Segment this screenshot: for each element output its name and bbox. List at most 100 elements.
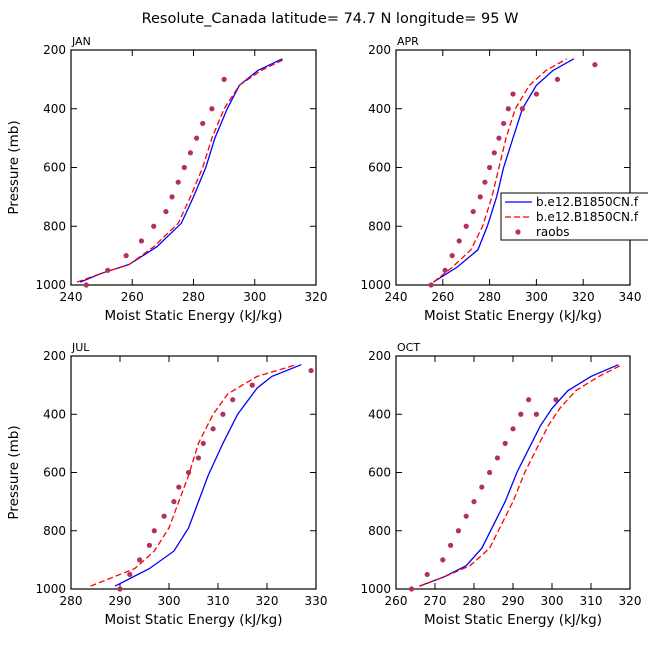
panel-label: OCT (397, 341, 420, 354)
plot-frame (395, 355, 631, 590)
raobs-point (518, 411, 524, 417)
raobs-point (494, 455, 500, 461)
raobs-point (496, 135, 502, 141)
raobs-point (479, 484, 485, 490)
raobs-point (151, 528, 157, 534)
raobs-point (161, 513, 167, 519)
series-line-dashed (76, 58, 286, 283)
x-tick-label: 280 (478, 290, 501, 304)
raobs-point (308, 367, 314, 374)
x-tick-label: 270 (424, 594, 447, 608)
x-tick-label: 300 (243, 290, 266, 304)
raobs-point (249, 382, 255, 388)
raobs-point (163, 208, 169, 215)
panel-label: APR (397, 35, 419, 48)
y-tick-label: 800 (368, 219, 391, 233)
y-tick-label: 200 (43, 349, 66, 363)
legend-marker-raobs (515, 229, 521, 235)
x-axis-label: Moist Static Energy (kJ/kg) (105, 308, 283, 324)
x-axis-label: Moist Static Energy (kJ/kg) (105, 612, 283, 628)
x-tick-label: 330 (305, 594, 328, 608)
raobs-point (592, 62, 598, 68)
x-tick-label: 280 (182, 290, 205, 304)
y-tick-label: 400 (368, 407, 391, 421)
y-tick-label: 800 (368, 524, 391, 538)
raobs-point (193, 135, 200, 141)
raobs-point (200, 440, 206, 446)
y-tick-label: 600 (368, 466, 391, 480)
panels: JAN 240 260 280 300 320 200 400 600 800 1000 Moist … (6, 35, 641, 628)
x-tick-label: 260 (431, 290, 454, 304)
raobs-point (171, 499, 177, 505)
raobs-point (117, 586, 123, 592)
legend-label-3: raobs (536, 225, 570, 239)
raobs-point (176, 484, 182, 490)
y-tick-label: 1000 (360, 278, 391, 292)
x-tick-label: 260 (121, 290, 144, 304)
raobs-point (210, 426, 216, 432)
raobs-point (553, 397, 559, 403)
y-tick-label: 200 (368, 349, 391, 363)
panel-jul: JUL 280 290 300 310 320 330 200 400 600 800 1000 Moi… (6, 341, 327, 628)
x-tick-label: 320 (572, 290, 595, 304)
x-tick-label: 310 (580, 594, 603, 608)
y-tick-label: 400 (43, 407, 66, 421)
x-tick-label: 290 (502, 594, 525, 608)
panel-oct: OCT 260 270 280 290 300 310 320 200 400 600 800 1000… (360, 341, 641, 628)
plot-frame (395, 49, 631, 286)
x-tick-label: 290 (109, 594, 132, 608)
y-tick-label: 400 (368, 102, 391, 116)
raobs-point (449, 253, 455, 259)
raobs-point (487, 164, 493, 171)
raobs-point (491, 150, 497, 156)
raobs-point (455, 528, 461, 534)
x-tick-label: 320 (619, 594, 642, 608)
raobs-point (127, 571, 133, 578)
y-tick-label: 200 (43, 43, 66, 57)
raobs-point (186, 469, 192, 476)
raobs-point (138, 238, 145, 244)
raobs-point (428, 282, 434, 288)
series-line-dashed (90, 364, 297, 587)
raobs-point (533, 91, 540, 97)
series-line-solid (79, 58, 283, 283)
raobs-point (463, 223, 469, 229)
raobs-point (151, 223, 157, 229)
raobs-point (123, 253, 129, 259)
x-tick-label: 280 (463, 594, 486, 608)
raobs-point (456, 238, 462, 244)
x-tick-label: 300 (525, 290, 548, 304)
series-line-solid (433, 58, 575, 283)
raobs-point (519, 106, 525, 112)
y-tick-label: 200 (368, 43, 391, 57)
x-tick-label: 240 (60, 290, 83, 304)
raobs-point (477, 194, 483, 200)
plot-frame (70, 49, 317, 286)
y-tick-label: 600 (368, 161, 391, 175)
raobs-point (137, 557, 143, 563)
y-tick-label: 600 (43, 466, 66, 480)
x-tick-label: 300 (541, 594, 564, 608)
y-tick-label: 600 (43, 161, 66, 175)
x-tick-label: 340 (619, 290, 642, 304)
raobs-point (554, 76, 561, 82)
raobs-point (440, 557, 446, 563)
x-tick-label: 320 (256, 594, 279, 608)
plot-frame (70, 355, 317, 590)
raobs-point (181, 164, 187, 171)
raobs-point (105, 267, 111, 273)
x-tick-label: 240 (385, 290, 408, 304)
raobs-point (470, 208, 476, 215)
raobs-point (409, 586, 415, 592)
raobs-point (83, 282, 89, 288)
raobs-point (501, 120, 507, 127)
series-line-solid (114, 364, 302, 587)
y-tick-label: 1000 (35, 278, 66, 292)
x-tick-label: 320 (305, 290, 328, 304)
raobs-point (505, 106, 511, 112)
y-tick-label: 800 (43, 219, 66, 233)
raobs-point (448, 542, 454, 548)
series-line-solid (419, 364, 619, 587)
raobs-point (175, 179, 181, 185)
series-line-dashed (432, 58, 568, 283)
